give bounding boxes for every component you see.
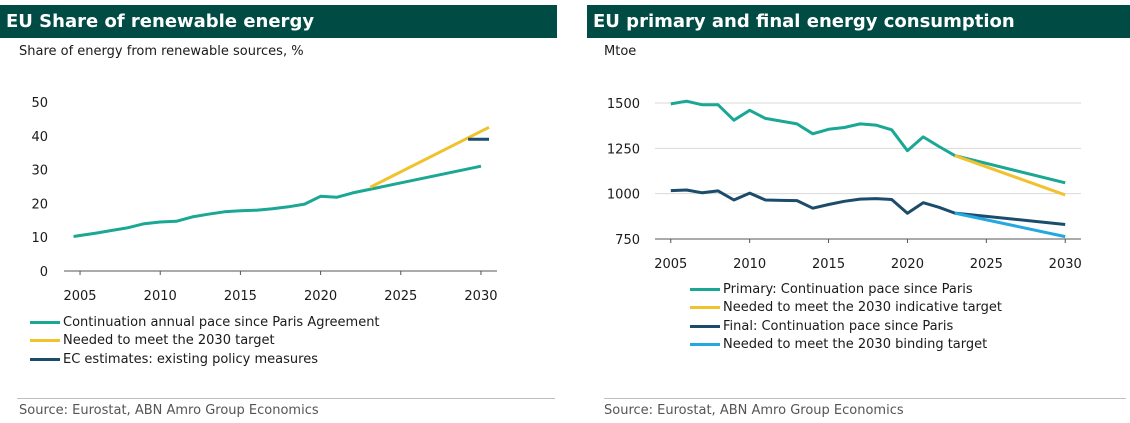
- y-axis-label: Share of energy from renewable sources, …: [19, 44, 304, 59]
- series-line-3: [670, 188, 1066, 226]
- legend-label: Primary: Continuation pace since Paris: [723, 281, 973, 297]
- series-line-1: [73, 164, 482, 238]
- legend-label: Continuation annual pace since Paris Agr…: [63, 314, 380, 330]
- x-tick-label: 2015: [812, 257, 845, 272]
- legend-item: EC estimates: existing policy measures: [30, 350, 380, 369]
- legend-swatch: [690, 324, 720, 328]
- legend: Primary: Continuation pace since Paris Ne…: [690, 280, 1002, 354]
- source-divider: [604, 398, 1126, 399]
- y-tick-label: 50: [31, 96, 48, 111]
- legend-item: Needed to meet the 2030 binding target: [690, 336, 1002, 355]
- legend-label: Needed to meet the 2030 binding target: [723, 337, 988, 353]
- chart-title: EU Share of renewable energy: [0, 5, 557, 38]
- legend-label: Final: Continuation pace since Paris: [723, 318, 954, 334]
- x-tick-label: 2005: [63, 289, 96, 304]
- legend-swatch: [30, 320, 60, 324]
- legend-swatch: [30, 357, 60, 361]
- x-tick-label: 2020: [891, 257, 924, 272]
- chart-title: EU primary and final energy consumption: [587, 5, 1130, 38]
- legend-item: Needed to meet the 2030 target: [30, 332, 380, 351]
- y-tick-label: 1000: [607, 188, 640, 203]
- legend-swatch: [30, 339, 60, 343]
- y-tick-label: 30: [31, 164, 48, 179]
- x-tick-label: 2030: [464, 289, 497, 304]
- source-divider: [17, 398, 555, 399]
- series-line-1: [670, 99, 1066, 185]
- y-tick-label: 40: [31, 130, 48, 145]
- legend-swatch: [690, 343, 720, 347]
- series-line-4: [954, 211, 1066, 239]
- x-tick-label: 2015: [224, 289, 257, 304]
- x-tick-label: 2030: [1049, 257, 1082, 272]
- energy-consumption-chart: 2005 2010 2015 2020 2025 2030 750 1000 1250 1500: [607, 97, 1082, 272]
- y-tick-label: 1250: [607, 142, 640, 157]
- legend-item: Continuation annual pace since Paris Agr…: [30, 313, 380, 332]
- source-note: Source: Eurostat, ABN Amro Group Economi…: [19, 403, 319, 418]
- x-tick-label: 2020: [304, 289, 337, 304]
- series-line-2: [369, 125, 490, 189]
- y-tick-label: 750: [615, 233, 640, 248]
- legend-swatch: [690, 287, 720, 291]
- y-tick-label: 10: [31, 231, 48, 246]
- energy-consumption-panel: EU primary and final energy consumption …: [587, 0, 1130, 423]
- renewable-share-panel: EU Share of renewable energy Share of en…: [0, 0, 557, 423]
- x-tick-label: 2025: [384, 289, 417, 304]
- y-tick-label: 0: [40, 265, 48, 280]
- y-tick-label: 20: [31, 197, 48, 212]
- y-tick-label: 1500: [607, 97, 640, 112]
- x-tick-label: 2025: [970, 257, 1003, 272]
- legend-item: Needed to meet the 2030 indicative targe…: [690, 299, 1002, 318]
- x-tick-label: 2005: [654, 257, 687, 272]
- legend-item: Final: Continuation pace since Paris: [690, 317, 1002, 336]
- source-note: Source: Eurostat, ABN Amro Group Economi…: [604, 403, 904, 418]
- legend-swatch: [690, 306, 720, 310]
- legend: Continuation annual pace since Paris Agr…: [30, 313, 380, 369]
- legend-label: Needed to meet the 2030 indicative targe…: [723, 300, 1002, 316]
- x-tick-label: 2010: [733, 257, 766, 272]
- legend-item: Primary: Continuation pace since Paris: [690, 280, 1002, 299]
- x-tick-label: 2010: [144, 289, 177, 304]
- y-axis-label: Mtoe: [604, 44, 637, 59]
- series-line-2: [954, 154, 1066, 197]
- legend-label: Needed to meet the 2030 target: [63, 333, 275, 349]
- legend-label: EC estimates: existing policy measures: [63, 351, 318, 367]
